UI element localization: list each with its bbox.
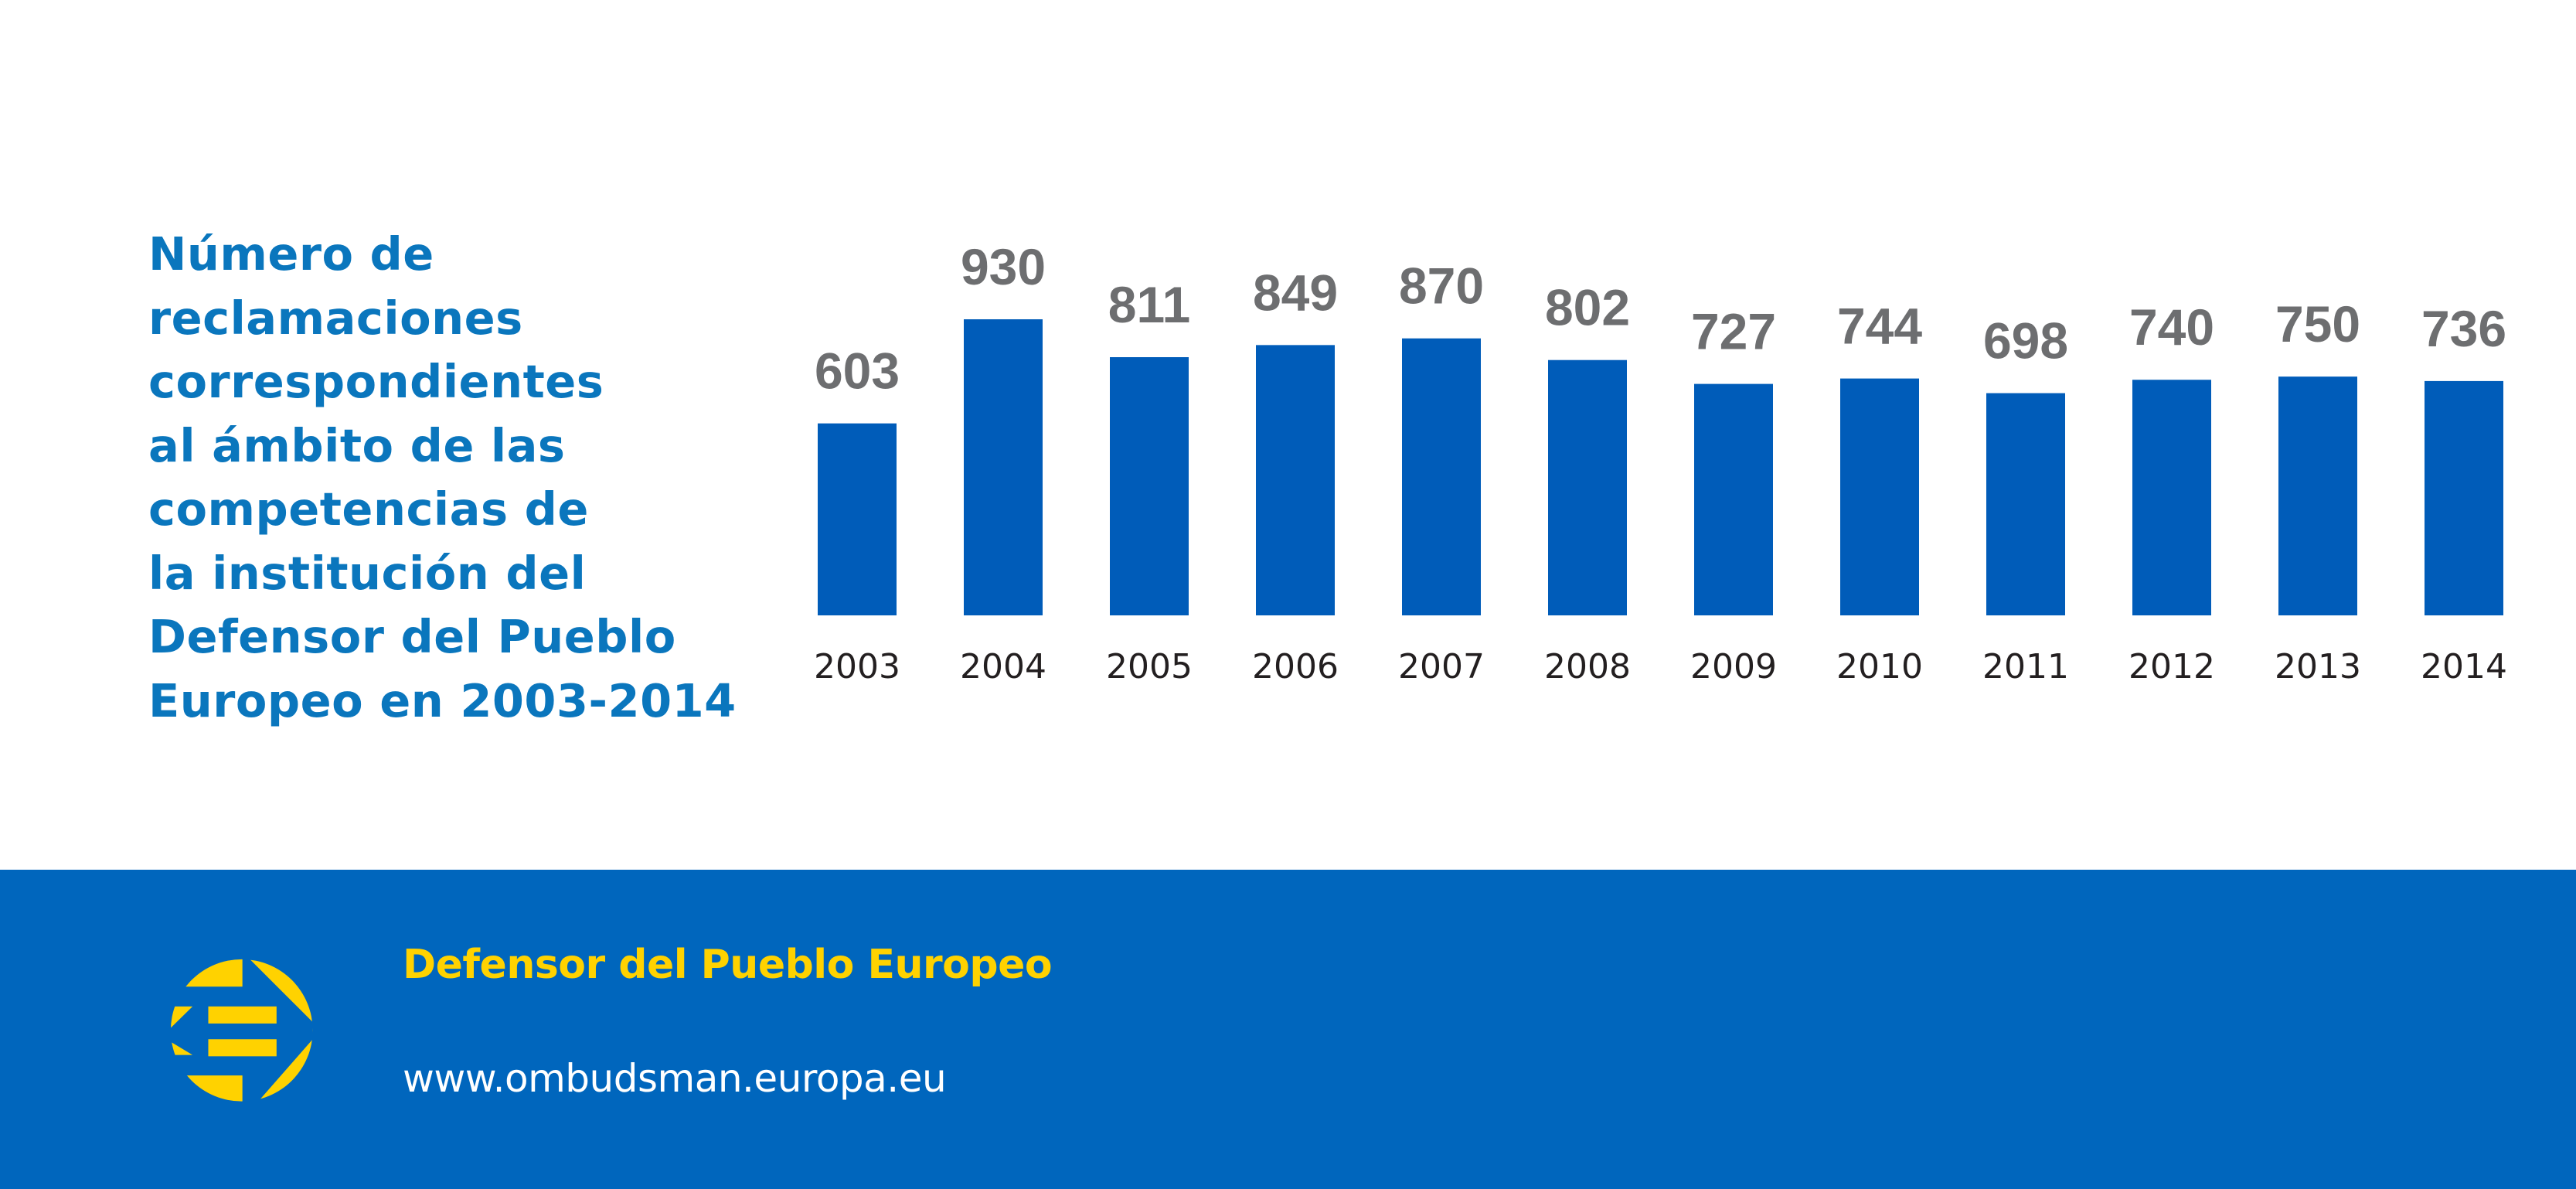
value-label-2014: 736 bbox=[2421, 300, 2506, 357]
title-line: Defensor del Pueblo bbox=[148, 610, 676, 663]
title-line: Europeo en 2003-2014 bbox=[148, 673, 737, 727]
year-label-2007: 2007 bbox=[1398, 647, 1485, 686]
bar-2009 bbox=[1694, 383, 1773, 615]
bar-2008 bbox=[1548, 359, 1627, 615]
value-label-2009: 727 bbox=[1691, 303, 1776, 360]
bar-2004 bbox=[964, 319, 1043, 615]
chart-title: Número de reclamaciones correspondientes… bbox=[148, 223, 737, 733]
title-line: reclamaciones bbox=[148, 291, 523, 345]
bar-2011 bbox=[1986, 393, 2065, 615]
year-label-2010: 2010 bbox=[1836, 647, 1923, 686]
value-label-2005: 811 bbox=[1108, 276, 1190, 333]
year-label-2005: 2005 bbox=[1106, 647, 1193, 686]
value-label-2010: 744 bbox=[1837, 298, 1922, 355]
bar-2003 bbox=[818, 423, 897, 615]
year-label-2006: 2006 bbox=[1252, 647, 1339, 686]
bar-2010 bbox=[1840, 378, 1919, 615]
website-link[interactable]: www.ombudsman.europa.eu bbox=[403, 1056, 947, 1101]
year-label-2009: 2009 bbox=[1690, 647, 1777, 686]
year-label-2014: 2014 bbox=[2421, 647, 2507, 686]
bars-group bbox=[818, 319, 2503, 615]
title-line: la institución del bbox=[148, 546, 587, 600]
bar-2013 bbox=[2278, 376, 2357, 615]
year-label-2003: 2003 bbox=[814, 647, 900, 686]
organization-name: Defensor del Pueblo Europeo bbox=[403, 942, 1053, 988]
value-label-2008: 802 bbox=[1545, 279, 1630, 336]
value-label-2006: 849 bbox=[1253, 264, 1338, 321]
title-line: competencias de bbox=[148, 482, 589, 536]
year-labels-group: 2003 2004 2005 2006 2007 2008 2009 2010 2011 2012… bbox=[814, 647, 2507, 686]
title-line: al ámbito de las bbox=[148, 418, 566, 472]
value-label-2013: 750 bbox=[2275, 295, 2360, 353]
year-label-2004: 2004 bbox=[960, 647, 1046, 686]
bar-2006 bbox=[1256, 345, 1335, 615]
title-line: Número de bbox=[148, 227, 434, 281]
footer-band bbox=[0, 870, 2576, 1189]
bar-chart: 603 930 811 849 870 802 727 744 698 740 750 736 200… bbox=[814, 238, 2507, 686]
bar-2007 bbox=[1402, 338, 1481, 615]
value-label-2007: 870 bbox=[1399, 257, 1484, 315]
value-label-2004: 930 bbox=[961, 238, 1046, 295]
title-line: correspondientes bbox=[148, 355, 604, 408]
year-label-2008: 2008 bbox=[1544, 647, 1631, 686]
value-label-2003: 603 bbox=[815, 342, 900, 400]
european-ombudsman-logo-icon bbox=[170, 959, 313, 1102]
bar-2005 bbox=[1110, 357, 1189, 615]
value-label-2012: 740 bbox=[2129, 298, 2214, 356]
year-label-2013: 2013 bbox=[2275, 647, 2361, 686]
year-label-2011: 2011 bbox=[1982, 647, 2069, 686]
bar-2014 bbox=[2425, 380, 2503, 615]
year-label-2012: 2012 bbox=[2129, 647, 2215, 686]
bar-2012 bbox=[2132, 380, 2211, 615]
value-label-2011: 698 bbox=[1983, 312, 2068, 370]
value-labels-group: 603 930 811 849 870 802 727 744 698 740 750 736 bbox=[815, 238, 2506, 400]
